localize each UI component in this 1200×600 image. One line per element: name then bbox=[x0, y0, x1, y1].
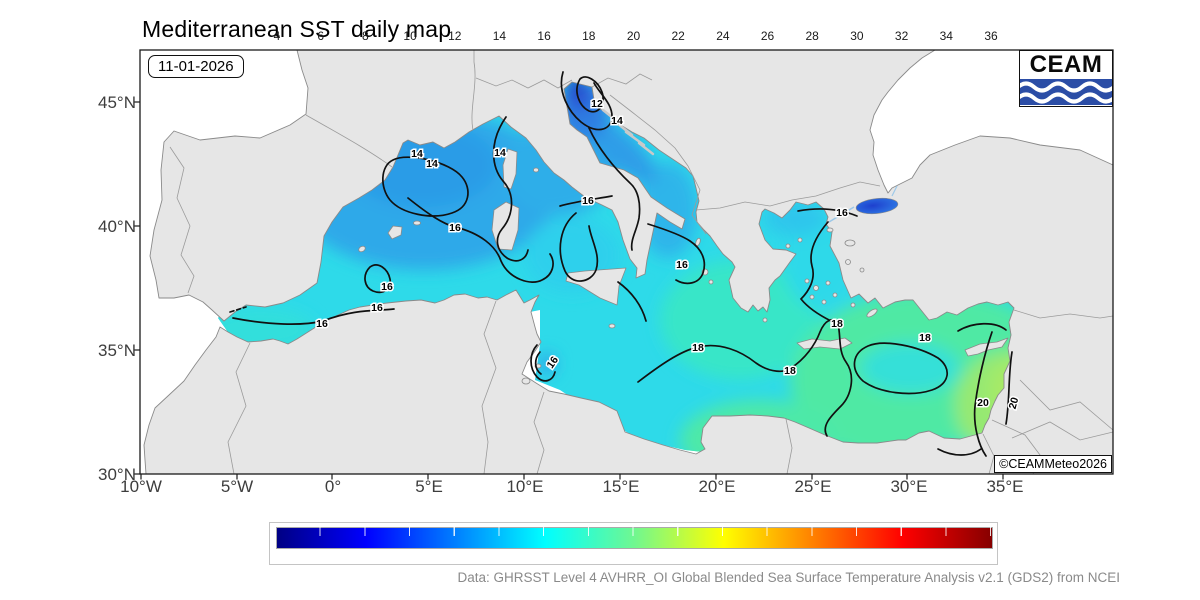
island-cyclades bbox=[825, 280, 831, 286]
island-sporades bbox=[797, 237, 803, 243]
map-panel: 14 14 14 12 14 16 16 16 16 16 16 16 16 1… bbox=[134, 49, 1114, 480]
contour-label: 18 bbox=[784, 365, 796, 377]
lon-tick-label: 10°W bbox=[120, 477, 162, 496]
legend-tick-label: 14 bbox=[492, 29, 507, 43]
island-kythera bbox=[762, 317, 768, 323]
legend-tick-label: 32 bbox=[894, 29, 909, 43]
island-limnos bbox=[826, 227, 834, 233]
island-sardinia bbox=[491, 201, 520, 251]
island-djerba bbox=[521, 377, 531, 385]
island-sporades bbox=[785, 243, 791, 249]
island-cyclades bbox=[821, 299, 827, 305]
island-samos bbox=[859, 267, 865, 273]
island-malta bbox=[608, 323, 616, 329]
island-cyclades bbox=[832, 292, 838, 298]
island-elba bbox=[533, 167, 539, 173]
legend-tick-label: 16 bbox=[537, 29, 551, 43]
ceam-logo-waves-icon bbox=[1020, 79, 1112, 105]
contour-label: 20 bbox=[1007, 396, 1022, 411]
contour-label: 14 bbox=[426, 158, 438, 170]
contour-labels: 14 14 14 12 14 16 16 16 16 16 16 16 16 1… bbox=[315, 97, 1023, 412]
island-sicily bbox=[565, 267, 627, 306]
lon-tick-label: 5°E bbox=[415, 477, 443, 496]
island-kos bbox=[850, 302, 856, 308]
contour-label: 14 bbox=[494, 147, 506, 159]
colorbar-tick-notches bbox=[276, 527, 991, 536]
island-ibiza bbox=[358, 245, 366, 253]
lat-tick-label: 40°N bbox=[98, 217, 136, 236]
lon-tick-label: 5°W bbox=[220, 477, 254, 496]
contour-label: 20 bbox=[977, 397, 989, 409]
sea-of-marmara bbox=[828, 185, 899, 223]
contour-label: 16 bbox=[371, 302, 383, 314]
island-rhodes bbox=[866, 308, 878, 318]
contour-label: 16 bbox=[582, 195, 594, 207]
data-source-note: Data: GHRSST Level 4 AVHRR_OI Global Ble… bbox=[457, 570, 1120, 585]
contour-label: 16 bbox=[676, 259, 688, 271]
lon-tick-label: 10°E bbox=[506, 477, 544, 496]
contour-label: 16 bbox=[316, 318, 328, 330]
date-badge: 11-01-2026 bbox=[148, 55, 244, 78]
lat-tick-label: 45°N bbox=[98, 93, 136, 112]
contour-label: 14 bbox=[411, 148, 423, 160]
legend-tick-label: 28 bbox=[805, 29, 819, 43]
islands bbox=[358, 148, 1009, 385]
lat-tick-label: 35°N bbox=[98, 341, 136, 360]
copyright-badge: ©CEAMMeteo2026 bbox=[994, 455, 1112, 473]
lon-tick-label: 25°E bbox=[794, 477, 832, 496]
legend-tick-label: 22 bbox=[671, 29, 685, 43]
legend-tick-label: 34 bbox=[939, 29, 953, 43]
country-borders bbox=[169, 50, 1114, 475]
croatian-islands bbox=[601, 108, 655, 156]
contour-label: 16 bbox=[836, 207, 848, 219]
contour-label: 18 bbox=[831, 318, 843, 330]
page-title: Mediterranean SST daily map bbox=[142, 16, 452, 42]
island-corsica bbox=[502, 148, 518, 190]
legend-tick-label: 24 bbox=[716, 29, 730, 43]
contour-label: 18 bbox=[919, 332, 931, 344]
island-crete bbox=[796, 337, 853, 350]
island-cyclades bbox=[809, 294, 815, 300]
axis-ticks bbox=[134, 101, 1004, 480]
legend-tick-label: 8 bbox=[362, 29, 369, 43]
lon-tick-label: 35°E bbox=[986, 477, 1024, 496]
sst-map-canvas: 14 14 14 12 14 16 16 16 16 16 16 16 16 1… bbox=[134, 49, 1114, 480]
ceam-logo: CEAM bbox=[1019, 50, 1113, 107]
legend-tick-label: 36 bbox=[984, 29, 998, 43]
legend-tick-label: 10 bbox=[403, 29, 417, 43]
legend-tick-label: 26 bbox=[760, 29, 775, 43]
island-zakynthos bbox=[708, 279, 714, 285]
lon-tick-label: 15°E bbox=[602, 477, 640, 496]
map-frame bbox=[134, 49, 1114, 480]
island-chios bbox=[845, 259, 851, 265]
isotherm-contours bbox=[229, 71, 1013, 457]
ceam-logo-text: CEAM bbox=[1029, 51, 1103, 78]
legend-tick-label: 20 bbox=[626, 29, 641, 43]
contour-label: 18 bbox=[692, 342, 704, 354]
legend-tick-label: 6 bbox=[317, 29, 325, 43]
lon-tick-label: 0° bbox=[324, 477, 342, 496]
island-mallorca bbox=[387, 225, 403, 240]
legend-tick-label: 4 bbox=[273, 29, 281, 43]
lat-tick-label: 30°N bbox=[98, 465, 136, 484]
legend-tick-label: 30 bbox=[850, 29, 864, 43]
contour-label: 12 bbox=[591, 98, 603, 110]
legend-tick-label: 12 bbox=[448, 29, 462, 43]
island-menorca bbox=[413, 220, 421, 226]
lon-tick-label: 20°E bbox=[698, 477, 736, 496]
island-cyclades bbox=[813, 285, 819, 291]
island-lesbos bbox=[844, 239, 856, 247]
contour-label: 16 bbox=[381, 281, 393, 293]
legend-tick-label: 18 bbox=[582, 29, 596, 43]
island-cyclades bbox=[804, 278, 810, 284]
contour-label: 16 bbox=[449, 222, 461, 234]
land-mass bbox=[143, 49, 1114, 475]
lon-tick-label: 30°E bbox=[890, 477, 928, 496]
contour-label: 14 bbox=[611, 115, 623, 127]
